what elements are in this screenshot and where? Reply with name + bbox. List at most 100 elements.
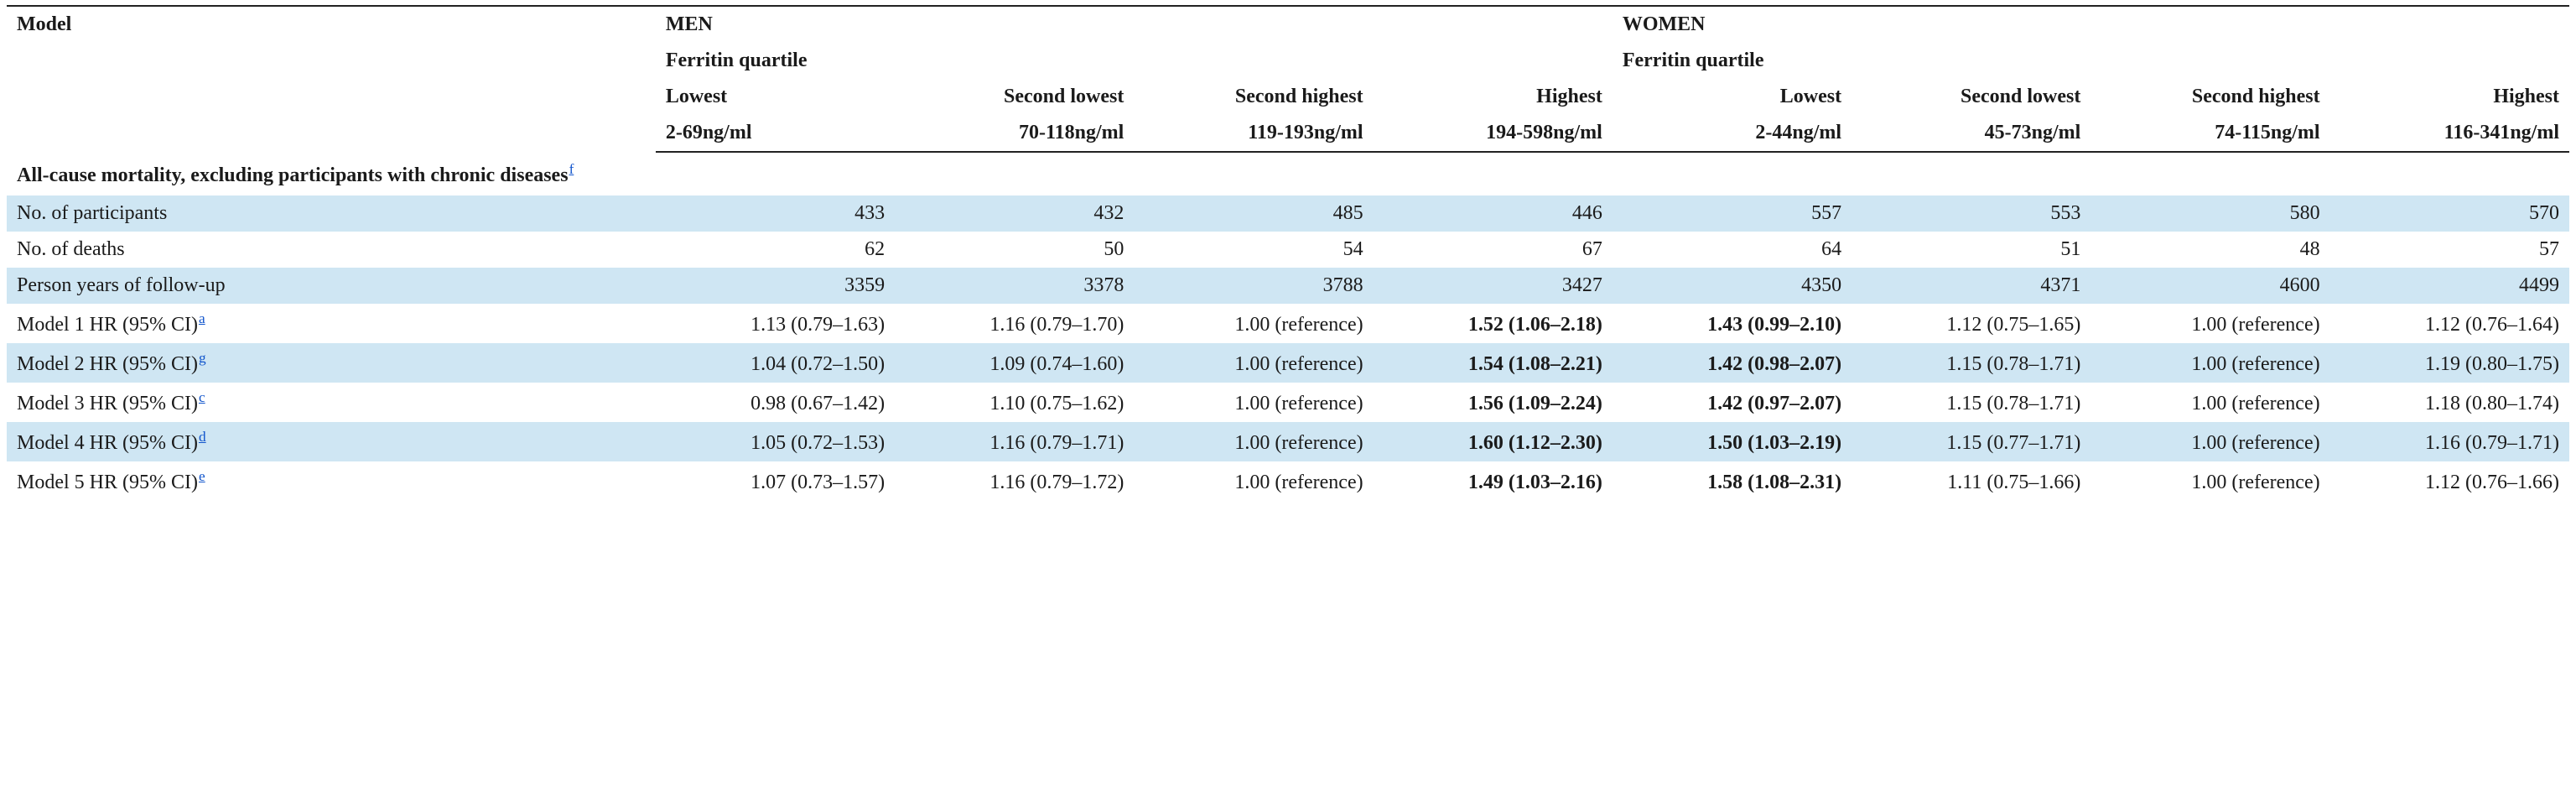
cell: 4499 <box>2330 268 2569 304</box>
cell: 1.04 (0.72–1.50) <box>656 343 895 383</box>
row-label: Model 2 HR (95% CI)g <box>7 343 656 383</box>
cell: 1.16 (0.79–1.71) <box>2330 422 2569 461</box>
col-group-men: MEN <box>656 6 1613 43</box>
cell: 48 <box>2090 232 2329 268</box>
row-model5: Model 5 HR (95% CI)e 1.07 (0.73–1.57) 1.… <box>7 461 2569 501</box>
cell: 1.16 (0.79–1.72) <box>895 461 1134 501</box>
col-sub-women: Ferritin quartile <box>1613 43 2569 79</box>
cell: 3378 <box>895 268 1134 304</box>
row-model1: Model 1 HR (95% CI)a 1.13 (0.79–1.63) 1.… <box>7 304 2569 343</box>
cell: 1.52 (1.06–2.18) <box>1374 304 1613 343</box>
row-label: Person years of follow-up <box>7 268 656 304</box>
footnote-link[interactable]: f <box>569 161 574 177</box>
col-header-model: Model <box>7 6 656 152</box>
row-model3: Model 3 HR (95% CI)c 0.98 (0.67–1.42) 1.… <box>7 383 2569 422</box>
cell: 62 <box>656 232 895 268</box>
hdr-women-q2: Second lowest <box>1852 79 2090 115</box>
cell: 570 <box>2330 195 2569 232</box>
col-group-women: WOMEN <box>1613 6 2569 43</box>
footnote-link[interactable]: d <box>199 429 206 445</box>
cell: 1.00 (reference) <box>1134 304 1373 343</box>
cell: 580 <box>2090 195 2329 232</box>
hdr-men-q1: Lowest <box>656 79 895 115</box>
cell: 3359 <box>656 268 895 304</box>
cell: 1.18 (0.80–1.74) <box>2330 383 2569 422</box>
rng-men-q2: 70-118ng/ml <box>895 115 1134 152</box>
row-label-text: Model 4 HR (95% CI) <box>17 432 198 454</box>
row-participants: No. of participants 433 432 485 446 557 … <box>7 195 2569 232</box>
row-label: Model 5 HR (95% CI)e <box>7 461 656 501</box>
cell: 485 <box>1134 195 1373 232</box>
hdr-women-q3: Second highest <box>2090 79 2329 115</box>
section-title-text: All-cause mortality, excluding participa… <box>17 164 569 186</box>
footnote-link[interactable]: e <box>199 468 205 484</box>
hdr-men-q2: Second lowest <box>895 79 1134 115</box>
cell: 57 <box>2330 232 2569 268</box>
cell: 1.09 (0.74–1.60) <box>895 343 1134 383</box>
cell: 64 <box>1613 232 1852 268</box>
cell: 1.00 (reference) <box>1134 343 1373 383</box>
cell: 50 <box>895 232 1134 268</box>
cell: 1.43 (0.99–2.10) <box>1613 304 1852 343</box>
hdr-women-q1: Lowest <box>1613 79 1852 115</box>
cell: 1.42 (0.97–2.07) <box>1613 383 1852 422</box>
cell: 1.00 (reference) <box>1134 422 1373 461</box>
row-label-text: Model 2 HR (95% CI) <box>17 353 198 375</box>
cell: 1.58 (1.08–2.31) <box>1613 461 1852 501</box>
cell: 4371 <box>1852 268 2090 304</box>
cell: 1.19 (0.80–1.75) <box>2330 343 2569 383</box>
cell: 1.05 (0.72–1.53) <box>656 422 895 461</box>
row-label: No. of deaths <box>7 232 656 268</box>
hdr-women-q4: Highest <box>2330 79 2569 115</box>
rng-men-q1: 2-69ng/ml <box>656 115 895 152</box>
rng-men-q4: 194-598ng/ml <box>1374 115 1613 152</box>
cell: 3427 <box>1374 268 1613 304</box>
section-row: All-cause mortality, excluding participa… <box>7 152 2569 195</box>
cell: 1.42 (0.98–2.07) <box>1613 343 1852 383</box>
rng-women-q2: 45-73ng/ml <box>1852 115 2090 152</box>
row-label-text: Model 5 HR (95% CI) <box>17 472 198 493</box>
cell: 1.15 (0.78–1.71) <box>1852 343 2090 383</box>
cell: 0.98 (0.67–1.42) <box>656 383 895 422</box>
cell: 1.07 (0.73–1.57) <box>656 461 895 501</box>
cell: 1.00 (reference) <box>2090 422 2329 461</box>
cell: 1.50 (1.03–2.19) <box>1613 422 1852 461</box>
cell: 1.11 (0.75–1.66) <box>1852 461 2090 501</box>
cell: 432 <box>895 195 1134 232</box>
row-deaths: No. of deaths 62 50 54 67 64 51 48 57 <box>7 232 2569 268</box>
rng-men-q3: 119-193ng/ml <box>1134 115 1373 152</box>
hdr-men-q3: Second highest <box>1134 79 1373 115</box>
cell: 553 <box>1852 195 2090 232</box>
mortality-table: Model MEN WOMEN Ferritin quartile Ferrit… <box>7 5 2569 501</box>
rng-women-q4: 116-341ng/ml <box>2330 115 2569 152</box>
cell: 1.10 (0.75–1.62) <box>895 383 1134 422</box>
cell: 4350 <box>1613 268 1852 304</box>
cell: 1.00 (reference) <box>2090 461 2329 501</box>
cell: 1.49 (1.03–2.16) <box>1374 461 1613 501</box>
col-sub-men: Ferritin quartile <box>656 43 1613 79</box>
cell: 1.16 (0.79–1.71) <box>895 422 1134 461</box>
cell: 1.60 (1.12–2.30) <box>1374 422 1613 461</box>
footnote-link[interactable]: a <box>199 310 205 326</box>
cell: 557 <box>1613 195 1852 232</box>
cell: 1.00 (reference) <box>1134 383 1373 422</box>
row-label: Model 3 HR (95% CI)c <box>7 383 656 422</box>
cell: 1.00 (reference) <box>2090 383 2329 422</box>
cell: 1.15 (0.77–1.71) <box>1852 422 2090 461</box>
cell: 1.13 (0.79–1.63) <box>656 304 895 343</box>
row-label: Model 1 HR (95% CI)a <box>7 304 656 343</box>
footnote-link[interactable]: c <box>199 389 205 405</box>
hdr-men-q4: Highest <box>1374 79 1613 115</box>
row-label: Model 4 HR (95% CI)d <box>7 422 656 461</box>
cell: 1.16 (0.79–1.70) <box>895 304 1134 343</box>
cell: 1.56 (1.09–2.24) <box>1374 383 1613 422</box>
cell: 1.00 (reference) <box>2090 304 2329 343</box>
footnote-link[interactable]: g <box>199 350 206 366</box>
cell: 51 <box>1852 232 2090 268</box>
cell: 1.15 (0.78–1.71) <box>1852 383 2090 422</box>
cell: 67 <box>1374 232 1613 268</box>
cell: 3788 <box>1134 268 1373 304</box>
row-label: No. of participants <box>7 195 656 232</box>
cell: 54 <box>1134 232 1373 268</box>
rng-women-q1: 2-44ng/ml <box>1613 115 1852 152</box>
